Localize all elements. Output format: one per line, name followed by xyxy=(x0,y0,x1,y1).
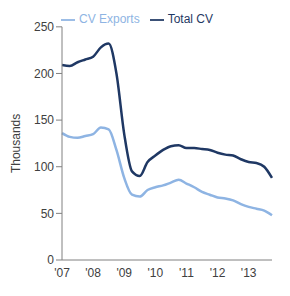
svg-text:200: 200 xyxy=(34,67,54,81)
svg-text:'12: '12 xyxy=(210,266,226,280)
html-text:Total CV: Total CV xyxy=(167,12,213,26)
svg-text:'07: '07 xyxy=(54,266,70,280)
svg-text:'13: '13 xyxy=(241,266,257,280)
svg-text:'10: '10 xyxy=(148,266,164,280)
svg-text:Thousands: Thousands xyxy=(9,114,23,173)
svg-text:'09: '09 xyxy=(116,266,132,280)
svg-text:'11: '11 xyxy=(179,266,194,280)
html-text:CV Exports: CV Exports xyxy=(79,12,140,26)
svg-text:0: 0 xyxy=(47,253,54,267)
svg-text:250: 250 xyxy=(34,20,54,34)
svg-text:'08: '08 xyxy=(85,266,101,280)
svg-text:50: 50 xyxy=(41,207,55,221)
svg-text:150: 150 xyxy=(34,113,54,127)
svg-text:100: 100 xyxy=(34,160,54,174)
